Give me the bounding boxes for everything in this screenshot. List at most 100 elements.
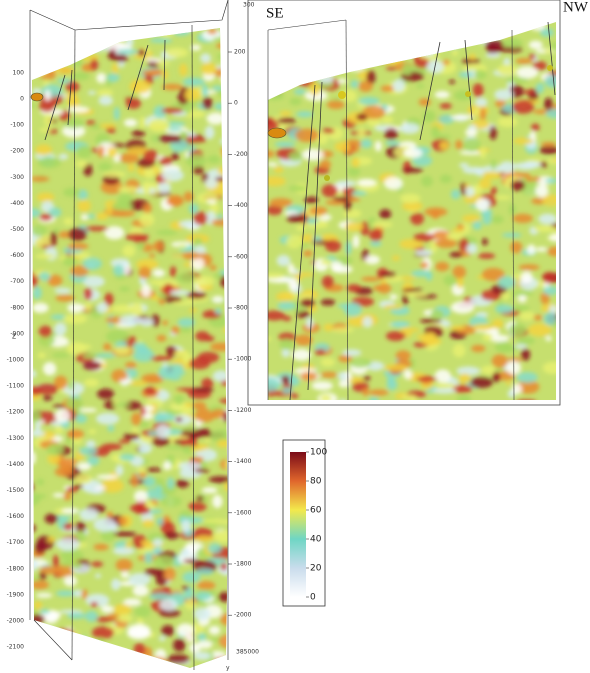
blob [541,271,556,284]
blob [402,288,424,293]
blob [34,28,47,33]
blob [86,455,100,466]
blob [53,50,69,59]
blob [67,630,81,635]
blob [161,625,175,637]
blob [117,614,133,623]
blob [46,443,64,456]
blob [143,476,156,488]
blob [32,580,49,590]
blob [508,203,516,216]
tick-label: -1400 [7,461,25,468]
blob [49,231,57,246]
blob [66,634,80,643]
blob [216,439,228,448]
blob [543,49,554,54]
blob [82,360,102,371]
blob [221,139,228,150]
blob [125,361,137,369]
blob [61,507,80,514]
blob [200,53,212,63]
box-left [29,0,229,671]
blob [142,203,152,214]
blob [510,180,525,192]
blob [175,479,189,488]
blob [119,286,130,292]
blob [161,107,183,114]
tick-label: 0 [20,96,24,103]
blob [439,174,452,184]
blob [74,414,88,424]
blob [193,237,203,246]
blob [296,310,310,319]
blob [295,273,303,282]
blob [148,118,170,132]
tick-label: 0 [234,100,238,107]
blob [52,554,60,568]
tick-label: -400 [10,200,24,207]
blob [208,476,228,484]
blob [225,40,228,48]
blob [222,65,228,73]
blob [32,208,41,218]
blob [54,409,71,423]
blob [110,578,121,591]
blob [459,162,469,168]
blob [100,528,116,542]
blob [194,451,202,457]
blob [139,421,149,428]
blob [58,231,72,239]
blob [56,537,80,551]
blob [399,238,424,250]
blob [107,424,115,432]
blob [520,271,533,284]
blob [281,375,290,384]
blob [435,261,450,272]
blob [112,402,131,407]
blob [125,233,149,241]
blob [147,431,159,436]
tick-label: -1200 [7,409,25,416]
tick-label: -600 [234,253,248,260]
blob [67,242,89,250]
tick-label: -1600 [7,513,25,520]
blob [300,233,314,243]
blob [123,598,142,607]
blob [268,273,285,279]
blob [536,247,548,252]
blob [63,217,74,226]
blob [197,640,213,649]
blob [369,228,383,242]
blob [53,649,68,659]
blob [171,151,179,161]
blob [206,112,226,125]
tick-label: -1700 [7,539,25,546]
blob [65,36,75,46]
blob [539,28,554,37]
blob [379,209,392,220]
tick-label: -1000 [7,357,25,364]
blob [212,36,228,42]
blob [155,60,171,66]
blob [540,141,556,147]
blob [115,341,128,349]
blob [114,209,135,217]
blob [421,175,433,187]
blob [198,448,218,462]
blob [201,378,214,389]
blob [201,487,218,494]
blob [86,214,96,219]
blob [330,261,343,272]
blob [107,147,118,158]
blob [144,28,154,34]
blob [145,57,163,63]
blob [159,598,178,611]
blob [155,413,176,422]
tick-label: -1200 [234,407,252,414]
blob [434,369,452,383]
blob [480,365,499,375]
blob [426,272,433,281]
blob [535,82,545,94]
blob [276,254,291,267]
blob [119,152,140,164]
